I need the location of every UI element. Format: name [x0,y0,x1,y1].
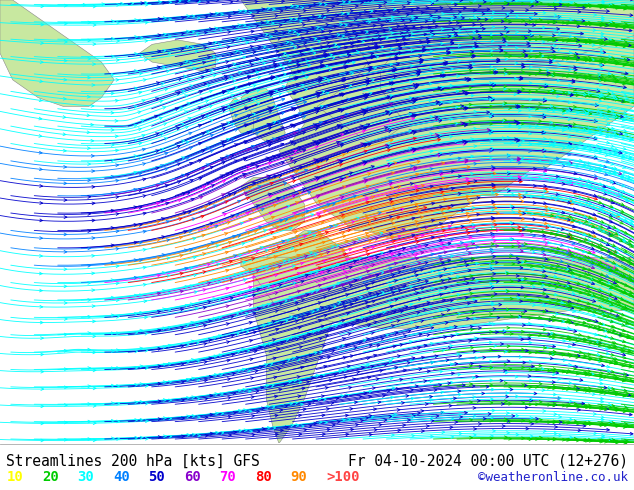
Polygon shape [0,0,114,106]
Text: 80: 80 [255,470,271,485]
Text: 60: 60 [184,470,200,485]
Polygon shape [241,89,285,142]
Text: 10: 10 [6,470,23,485]
Polygon shape [241,177,304,231]
Text: 20: 20 [42,470,58,485]
Polygon shape [241,257,634,328]
Text: ©weatheronline.co.uk: ©weatheronline.co.uk [477,471,628,485]
Text: 30: 30 [77,470,94,485]
Text: 90: 90 [290,470,307,485]
Text: 50: 50 [148,470,165,485]
Text: Fr 04-10-2024 00:00 UTC (12+276): Fr 04-10-2024 00:00 UTC (12+276) [347,454,628,469]
Text: 40: 40 [113,470,129,485]
Text: Streamlines 200 hPa [kts] GFS: Streamlines 200 hPa [kts] GFS [6,454,260,469]
Polygon shape [139,40,216,71]
Polygon shape [317,0,406,142]
Text: >100: >100 [326,470,359,485]
Polygon shape [228,98,254,133]
Polygon shape [241,0,634,240]
Polygon shape [444,0,634,62]
Text: 70: 70 [219,470,236,485]
Polygon shape [254,231,355,443]
